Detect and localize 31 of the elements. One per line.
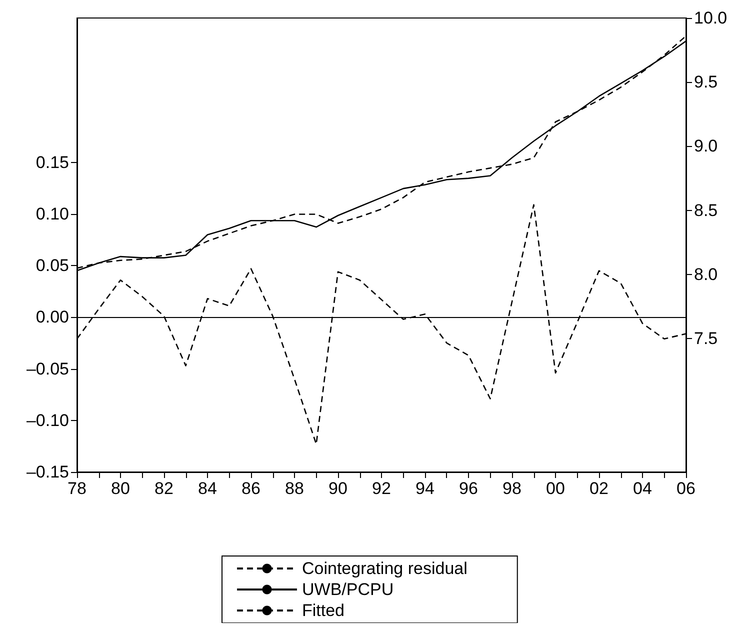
- x-tick-label: 92: [372, 479, 391, 498]
- x-tick-label: 00: [546, 479, 565, 498]
- legend-label: UWB/PCPU: [302, 580, 394, 599]
- x-tick-label: 96: [459, 479, 478, 498]
- y2-tick-label: 9.5: [694, 72, 718, 92]
- y-tick-label: 0.05: [36, 256, 69, 276]
- x-tick-label: 90: [328, 479, 348, 498]
- y2-tick-label: 9.0: [694, 136, 718, 156]
- x-tick-label: 98: [502, 479, 522, 498]
- x-tick-label: 94: [416, 479, 434, 498]
- y-tick-label: –0.05: [26, 359, 69, 378]
- y-tick-label: 0.10: [36, 204, 69, 224]
- x-tick-label: 84: [198, 479, 217, 498]
- y-tick-label: –0.10: [26, 410, 69, 430]
- y2-tick-label: 8.5: [694, 200, 718, 220]
- x-tick-label: 80: [111, 479, 130, 498]
- x-tick-label: 06: [676, 479, 696, 498]
- x-tick-label: 88: [285, 479, 304, 498]
- y-tick-label: 0.00: [36, 308, 69, 327]
- y2-tick-label: 10.0: [694, 8, 728, 28]
- x-tick-label: 86: [242, 479, 260, 498]
- y2-tick-label: 8.0: [694, 264, 718, 284]
- x-tick-label: 02: [590, 479, 608, 498]
- legend-label: Fitted: [302, 601, 345, 620]
- y-tick-label: –0.15: [26, 462, 69, 482]
- x-tick-label: 04: [633, 479, 652, 498]
- x-tick-label: 78: [68, 479, 86, 498]
- y-tick-label: 0.15: [36, 152, 69, 172]
- legend-label: Cointegrating residual: [302, 559, 468, 578]
- y2-tick-label: 7.5: [694, 329, 718, 348]
- x-tick-label: 82: [154, 479, 174, 498]
